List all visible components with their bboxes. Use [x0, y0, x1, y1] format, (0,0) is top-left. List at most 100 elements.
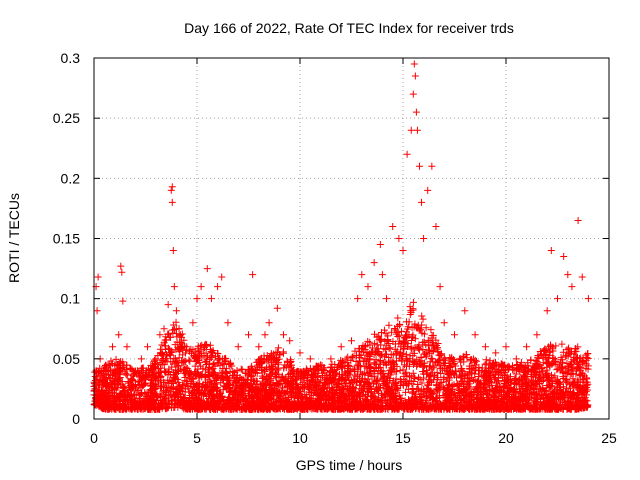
data-point [563, 359, 571, 367]
data-point [409, 298, 417, 306]
data-point [179, 351, 187, 359]
data-point [172, 357, 180, 365]
data-point [388, 328, 396, 336]
data-point [541, 370, 549, 378]
data-point [392, 326, 400, 334]
data-point [216, 354, 224, 362]
data-point [170, 392, 178, 400]
data-point [493, 379, 501, 387]
data-point [343, 393, 351, 401]
data-point [409, 369, 417, 377]
data-point [549, 389, 557, 397]
data-point [419, 367, 427, 375]
data-point [328, 384, 336, 392]
data-point [225, 375, 233, 383]
data-point [426, 377, 434, 385]
data-point [162, 369, 170, 377]
data-point [253, 369, 261, 377]
data-point [353, 352, 361, 360]
data-point [413, 362, 421, 370]
data-point [175, 354, 183, 362]
data-point [182, 346, 190, 354]
data-point [163, 384, 171, 392]
data-point [517, 358, 525, 366]
data-point [409, 385, 417, 393]
data-point [293, 386, 301, 394]
data-point [399, 349, 407, 357]
data-point [343, 368, 351, 376]
data-point [189, 384, 197, 392]
data-point [370, 395, 378, 403]
data-point [212, 392, 220, 400]
data-point [267, 362, 275, 370]
data-point [391, 381, 399, 389]
data-point [366, 338, 374, 346]
data-point [546, 382, 554, 390]
data-point [551, 372, 559, 380]
data-point [207, 348, 215, 356]
data-point [463, 354, 471, 362]
data-point [185, 356, 193, 364]
data-point [317, 376, 325, 384]
data-point [573, 358, 581, 366]
data-point [260, 398, 268, 406]
data-point [437, 378, 445, 386]
data-point [411, 375, 419, 383]
data-point [198, 353, 206, 361]
data-point [214, 349, 222, 357]
data-point [440, 385, 448, 393]
data-point [420, 374, 428, 382]
data-point [239, 385, 247, 393]
data-point [530, 386, 538, 394]
data-point [186, 347, 194, 355]
data-point [361, 342, 369, 350]
data-point [271, 355, 279, 363]
data-point [202, 358, 210, 366]
data-point [419, 360, 427, 368]
data-point [279, 384, 287, 392]
data-point [406, 303, 414, 311]
data-point [420, 350, 428, 358]
data-point [159, 354, 167, 362]
data-point [408, 388, 416, 396]
data-point [427, 354, 435, 362]
data-point [464, 374, 472, 382]
data-point [344, 361, 352, 369]
data-point [164, 376, 172, 384]
data-point [266, 367, 274, 375]
data-point [407, 307, 415, 315]
data-point [348, 354, 356, 362]
data-point [370, 330, 378, 338]
data-point [364, 369, 372, 377]
data-point [174, 368, 182, 376]
data-point [270, 350, 278, 358]
data-point [418, 312, 426, 320]
data-point [410, 373, 418, 381]
data-point [574, 343, 582, 351]
data-point [174, 359, 182, 367]
data-point [402, 368, 410, 376]
data-point [209, 365, 217, 373]
data-point [124, 371, 132, 379]
data-point [397, 327, 405, 335]
data-point [122, 370, 130, 378]
data-point [128, 381, 136, 389]
data-point [275, 364, 283, 372]
data-point [377, 367, 385, 375]
data-point [277, 402, 285, 410]
data-point [385, 321, 393, 329]
data-point [466, 377, 474, 385]
data-point [565, 364, 573, 372]
data-point [436, 380, 444, 388]
data-point [415, 387, 423, 395]
data-point [422, 324, 430, 332]
data-point [411, 320, 419, 328]
data-point [170, 325, 178, 333]
data-point [135, 372, 143, 380]
data-point [176, 332, 184, 340]
data-point [119, 383, 127, 391]
data-point [541, 346, 549, 354]
data-point [251, 366, 259, 374]
data-point [558, 340, 566, 348]
